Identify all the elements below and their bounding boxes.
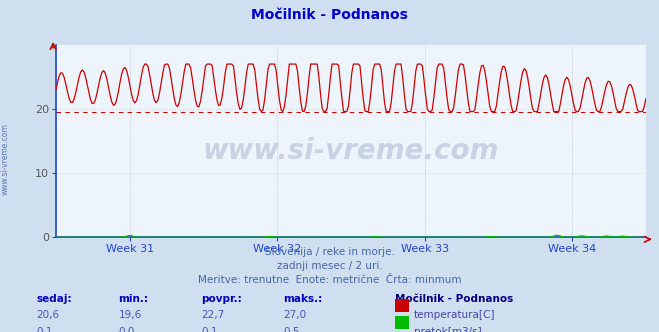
Text: 20,6: 20,6 bbox=[36, 310, 59, 320]
Text: zadnji mesec / 2 uri.: zadnji mesec / 2 uri. bbox=[277, 261, 382, 271]
Text: 27,0: 27,0 bbox=[283, 310, 306, 320]
Text: Slovenija / reke in morje.: Slovenija / reke in morje. bbox=[264, 247, 395, 257]
Text: povpr.:: povpr.: bbox=[201, 294, 242, 304]
Text: sedaj:: sedaj: bbox=[36, 294, 72, 304]
Text: temperatura[C]: temperatura[C] bbox=[414, 310, 496, 320]
Text: 0,1: 0,1 bbox=[201, 327, 217, 332]
Text: Meritve: trenutne  Enote: metrične  Črta: minmum: Meritve: trenutne Enote: metrične Črta: … bbox=[198, 275, 461, 285]
Text: 0,0: 0,0 bbox=[119, 327, 135, 332]
Text: www.si-vreme.com: www.si-vreme.com bbox=[203, 137, 499, 165]
Text: 0,1: 0,1 bbox=[36, 327, 53, 332]
Text: 22,7: 22,7 bbox=[201, 310, 224, 320]
Text: 19,6: 19,6 bbox=[119, 310, 142, 320]
Text: maks.:: maks.: bbox=[283, 294, 323, 304]
Text: 0,5: 0,5 bbox=[283, 327, 300, 332]
Text: www.si-vreme.com: www.si-vreme.com bbox=[1, 124, 10, 195]
Text: Močilnik - Podnanos: Močilnik - Podnanos bbox=[395, 294, 513, 304]
Text: pretok[m3/s]: pretok[m3/s] bbox=[414, 327, 482, 332]
Text: min.:: min.: bbox=[119, 294, 149, 304]
Text: Močilnik - Podnanos: Močilnik - Podnanos bbox=[251, 8, 408, 22]
